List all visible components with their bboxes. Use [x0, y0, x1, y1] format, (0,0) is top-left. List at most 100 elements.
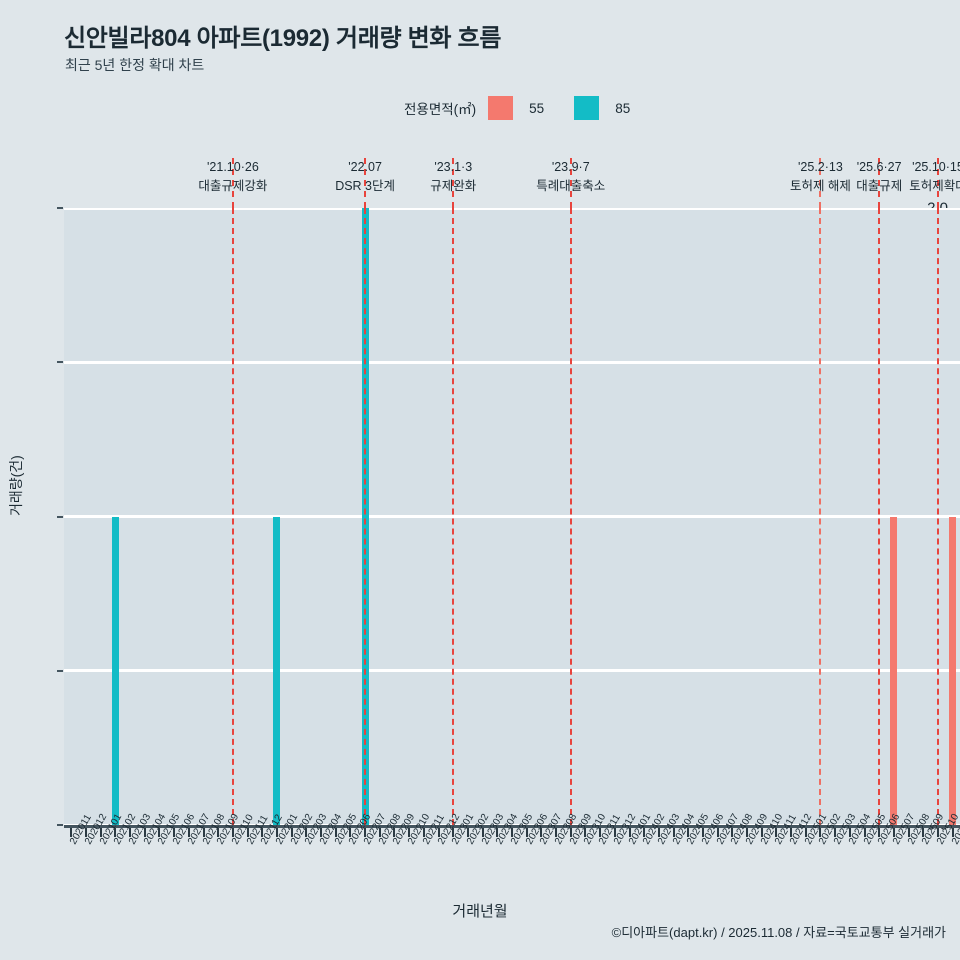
x-tick-mark — [584, 828, 587, 837]
x-tick-mark — [422, 828, 425, 837]
x-tick-mark — [70, 828, 73, 837]
x-tick-mark — [687, 828, 690, 837]
bar-55-202511[interactable] — [949, 516, 957, 825]
x-tick-mark — [569, 828, 572, 837]
x-tick-mark — [408, 828, 411, 837]
x-tick-mark — [99, 828, 102, 837]
x-tick-mark — [701, 828, 704, 837]
gridline — [64, 360, 960, 364]
event-line-202110 — [231, 208, 234, 825]
x-tick-mark — [863, 828, 866, 837]
event-line-stub-202207 — [364, 158, 367, 208]
annotation-date: '25.2·13 — [798, 160, 843, 174]
event-line-202506 — [878, 208, 881, 825]
annotation-202207: '22.07 DSR 3단계 — [265, 158, 465, 196]
annotation-date: '23.9·7 — [551, 160, 590, 174]
plot-area — [64, 208, 960, 825]
annotation-202309: '23.9·7 특례대출축소 — [471, 158, 671, 196]
annotation-text: 특례대출축소 — [536, 179, 606, 193]
annotation-text: DSR 3단계 — [335, 179, 396, 193]
x-tick-mark — [525, 828, 528, 837]
x-tick-mark — [466, 828, 469, 837]
x-tick-mark — [760, 828, 763, 837]
legend-title: 전용면적(㎡) — [404, 102, 477, 117]
gridline — [64, 208, 960, 210]
x-tick-mark — [378, 828, 381, 837]
x-tick-mark — [173, 828, 176, 837]
annotation-text: 토허제확대 — [909, 179, 960, 193]
event-line-stub-202510 — [936, 158, 939, 208]
bar-85-202201[interactable] — [273, 516, 281, 825]
event-line-202510 — [936, 208, 939, 825]
annotation-202506: '25.6·27 대출규제 — [779, 158, 960, 196]
legend-label-85: 85 — [615, 100, 631, 116]
x-tick-mark — [275, 828, 278, 837]
annotation-date: '22.07 — [348, 160, 382, 174]
event-line-202207 — [364, 208, 367, 825]
x-tick-mark — [907, 828, 910, 837]
annotation-text: 대출규제 — [856, 179, 903, 193]
x-tick-mark — [393, 828, 396, 837]
event-line-stub-202309 — [569, 158, 572, 208]
x-tick-mark — [320, 828, 323, 837]
x-tick-mark — [334, 828, 337, 837]
x-tick-mark — [452, 828, 455, 837]
x-tick-mark — [217, 828, 220, 837]
x-tick-mark — [305, 828, 308, 837]
x-tick-mark — [731, 828, 734, 837]
event-line-stub-202502 — [819, 158, 822, 208]
x-tick-mark — [511, 828, 513, 837]
legend: 전용면적(㎡) 55 85 — [404, 96, 630, 120]
y-tick-mark — [57, 669, 63, 672]
x-tick-mark — [951, 828, 954, 837]
x-tick-mark — [187, 828, 190, 837]
x-tick-mark — [819, 828, 822, 837]
x-tick-mark — [716, 828, 719, 837]
x-tick-mark — [804, 828, 807, 837]
x-tick-mark — [555, 828, 558, 837]
gridline — [64, 669, 960, 673]
x-tick-mark — [437, 828, 440, 837]
x-axis-title: 거래년월 — [452, 903, 508, 920]
x-tick-mark — [202, 828, 205, 837]
y-tick-mark — [57, 515, 63, 518]
event-line-stub-202506 — [878, 158, 881, 208]
x-tick-mark — [936, 828, 939, 837]
bar-85-202102[interactable] — [111, 516, 119, 825]
x-tick-mark — [158, 828, 161, 837]
x-tick-mark — [85, 828, 88, 837]
annotation-202502: '25.2·13 토허제 해제 — [720, 158, 920, 196]
x-tick-mark — [848, 828, 851, 837]
annotation-text: 대출규제강화 — [198, 179, 268, 193]
x-tick-mark — [364, 828, 367, 837]
x-tick-mark — [540, 828, 543, 837]
y-tick-mark — [57, 207, 63, 209]
event-line-stub-202301 — [452, 158, 455, 208]
event-line-stub-202110 — [231, 158, 234, 208]
x-axis-line — [64, 825, 960, 828]
x-tick-mark — [922, 828, 925, 837]
x-tick-mark — [231, 828, 234, 837]
bar-55-202507[interactable] — [890, 516, 898, 825]
gridline — [64, 515, 960, 518]
x-tick-mark — [481, 828, 484, 837]
x-tick-mark — [613, 828, 616, 837]
x-tick-mark — [261, 828, 264, 837]
x-tick-mark — [672, 828, 675, 837]
event-line-202502 — [819, 208, 822, 825]
x-tick-mark — [246, 828, 249, 837]
legend-label-55: 55 — [529, 100, 545, 116]
y-axis-title: 거래량(건) — [8, 455, 24, 516]
gridline — [64, 823, 960, 825]
annotation-date: '25.10·15 — [912, 160, 960, 174]
x-tick-mark — [657, 828, 660, 837]
event-line-202301 — [452, 208, 455, 825]
x-tick-mark — [878, 828, 881, 837]
x-tick-mark — [290, 828, 293, 837]
annotation-date: '23.1·3 — [434, 160, 473, 174]
x-tick-mark — [496, 828, 499, 837]
x-tick-mark — [129, 828, 132, 837]
annotation-202110: '21.10·26 대출규제강화 — [133, 158, 333, 196]
x-tick-mark — [628, 828, 631, 837]
